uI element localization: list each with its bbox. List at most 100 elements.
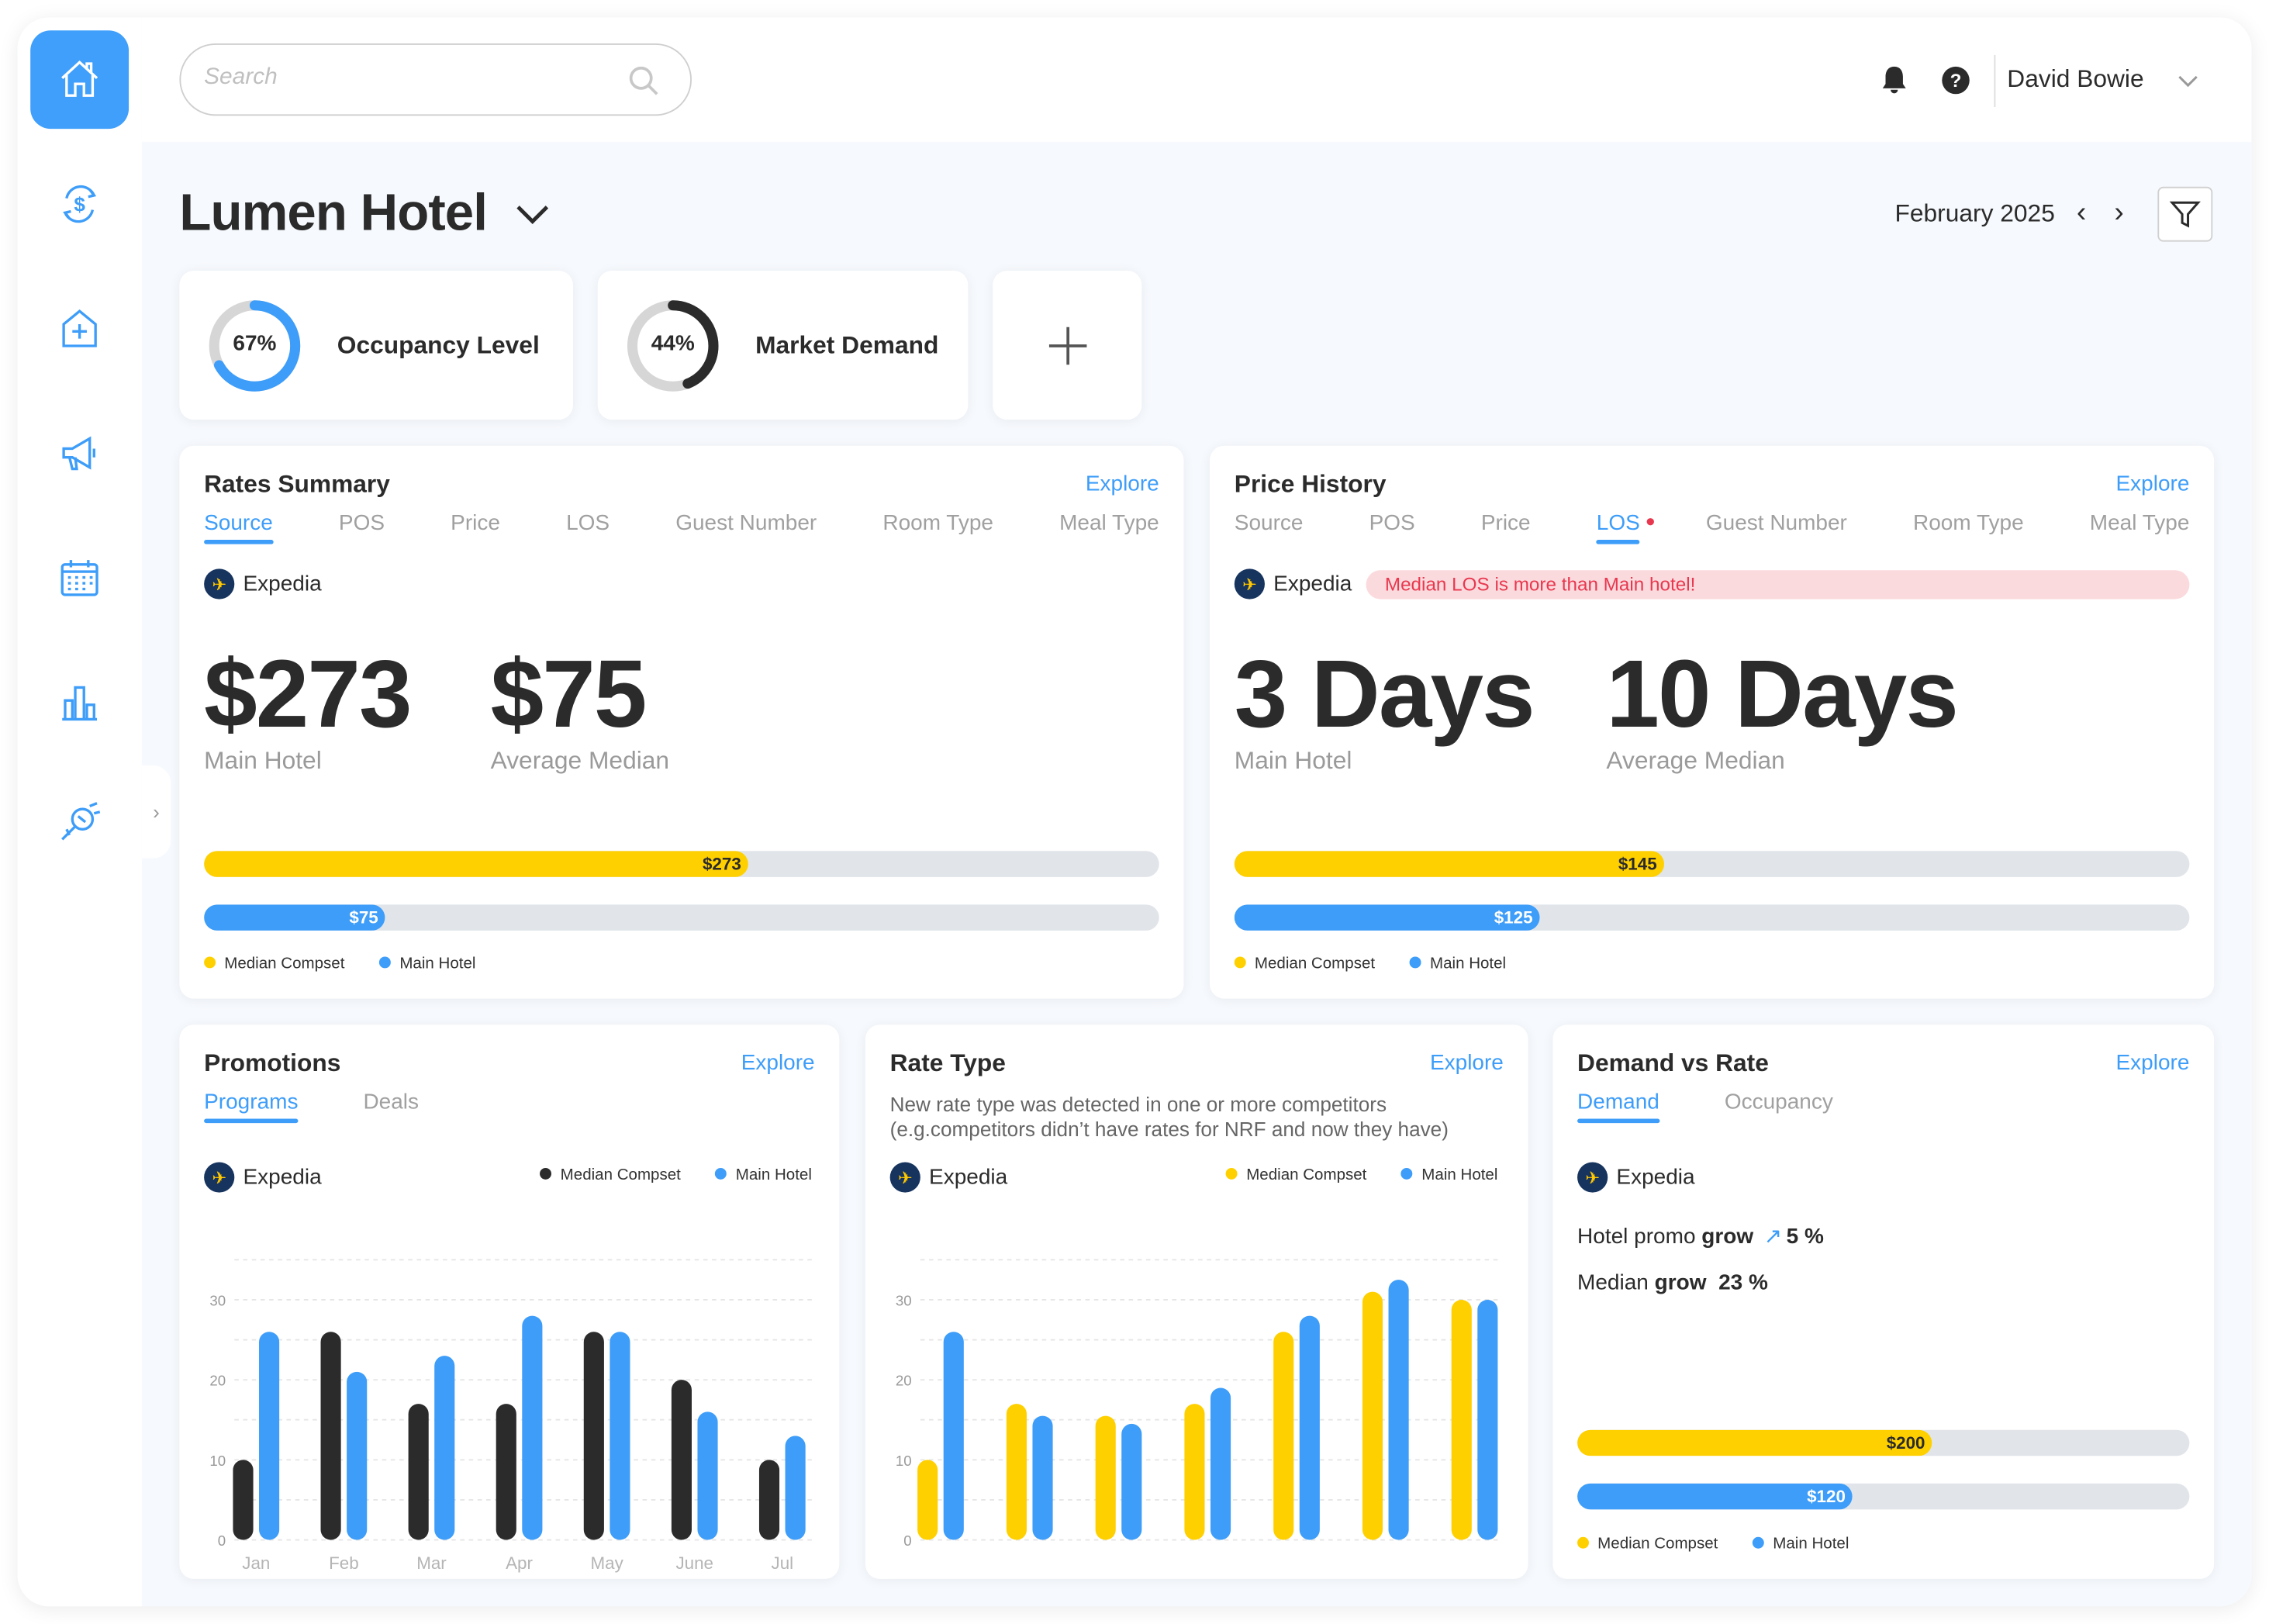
bar-median-compset[interactable] [671, 1380, 692, 1540]
alert-banner: Median LOS is more than Main hotel! [1366, 570, 2190, 599]
chart-legend: Median Compset Main Hotel [540, 1166, 812, 1183]
explore-link[interactable]: Explore [1429, 1050, 1504, 1076]
sidebar-item-market[interactable] [30, 772, 129, 871]
kpi-occupancy-card[interactable]: 67% Occupancy Level [179, 270, 573, 420]
bar-main-hotel[interactable] [1388, 1280, 1409, 1540]
bar-main-hotel[interactable] [259, 1332, 280, 1540]
sidebar-item-home[interactable] [30, 30, 130, 130]
legend-item: Main Hotel [1401, 1166, 1497, 1183]
source-name: Expedia [243, 572, 322, 596]
market-demand-value: 44% [651, 331, 695, 357]
legend-item: Median Compset [1577, 1536, 1718, 1553]
tab-occupancy[interactable]: Occupancy [1724, 1090, 1833, 1114]
bar-main-hotel[interactable] [347, 1371, 368, 1540]
prev-month-button[interactable]: ‹ [2076, 196, 2087, 229]
tab-source[interactable]: Source [1234, 510, 1304, 536]
bar-median-compset[interactable] [1184, 1404, 1205, 1540]
expedia-logo-icon: ✈ [204, 568, 235, 599]
sidebar-item-revenue[interactable]: $ [30, 155, 129, 254]
explore-link[interactable]: Explore [1085, 472, 1159, 497]
explore-link[interactable]: Explore [741, 1050, 815, 1076]
bar-main-hotel[interactable] [943, 1332, 964, 1540]
bar-main-hotel[interactable] [1477, 1299, 1498, 1540]
user-name[interactable]: David Bowie [2007, 64, 2144, 93]
bar-median-compset[interactable] [917, 1460, 938, 1540]
bar-main-hotel[interactable] [1121, 1423, 1142, 1540]
bar-main-hotel[interactable] [610, 1332, 630, 1540]
add-kpi-button[interactable] [993, 270, 1142, 420]
card-title: Price History [1234, 470, 1387, 498]
tab-price[interactable]: Price [1480, 510, 1531, 536]
bar-median-compset[interactable] [1095, 1415, 1116, 1540]
filter-button[interactable] [2157, 186, 2213, 242]
bar-main-hotel[interactable] [522, 1315, 543, 1540]
tab-meal-type[interactable]: Meal Type [2089, 510, 2190, 536]
y-tick-label: 10 [896, 1453, 912, 1469]
tab-room-type[interactable]: Room Type [1913, 510, 2024, 536]
legend-item: Median Compset [1234, 955, 1375, 973]
tab-room-type[interactable]: Room Type [882, 510, 993, 536]
sidebar-item-calendar[interactable] [30, 528, 129, 627]
explore-link[interactable]: Explore [2115, 1050, 2190, 1076]
occupancy-value: 67% [233, 331, 277, 357]
tab-pos[interactable]: POS [338, 510, 385, 536]
next-month-button[interactable]: › [2114, 196, 2124, 229]
bar-main-hotel[interactable] [1299, 1315, 1320, 1540]
bar-main-hotel[interactable] [434, 1356, 455, 1540]
sidebar-item-add-property[interactable] [30, 279, 129, 378]
chart-legend: Median Compset Main Hotel [1226, 1166, 1497, 1183]
bar-median-compset[interactable] [233, 1460, 254, 1540]
tab-guest-number[interactable]: Guest Number [675, 510, 817, 536]
bar-main-hotel[interactable] [1210, 1387, 1231, 1540]
main-hotel-rate: $273 [204, 639, 412, 747]
search-icon[interactable] [627, 64, 661, 98]
bar-median-compset[interactable] [1362, 1291, 1383, 1540]
bell-icon[interactable] [1878, 64, 1910, 95]
occupancy-label: Occupancy Level [337, 331, 540, 359]
page-title[interactable]: Lumen Hotel [179, 182, 488, 242]
kpi-market-demand-card[interactable]: 44% Market Demand [597, 270, 969, 420]
tab-pos[interactable]: POS [1369, 510, 1415, 536]
promotions-card: Promotions Explore Programs Deals ✈ Expedi… [179, 1025, 840, 1579]
source-label: ✈ Expedia [889, 1162, 1007, 1193]
legend-item: Median Compset [1226, 1166, 1366, 1183]
bar-median-compset[interactable] [408, 1404, 429, 1540]
sidebar-expand-button[interactable]: › [141, 765, 171, 859]
legend-item: Median Compset [540, 1166, 681, 1183]
bar-median-compset[interactable] [496, 1404, 516, 1540]
tab-programs[interactable]: Programs [204, 1090, 299, 1124]
promotions-tabs: Programs Deals [204, 1090, 814, 1124]
bar-main-hotel[interactable] [785, 1436, 806, 1540]
help-icon[interactable]: ? [1942, 66, 1970, 95]
bar-median-compset[interactable] [320, 1332, 341, 1540]
tab-los[interactable]: LOS [566, 510, 610, 536]
main-hotel-los: 3 Days [1234, 639, 1535, 747]
tab-los[interactable]: LOS [1596, 511, 1655, 544]
bar-median-compset[interactable] [583, 1332, 604, 1540]
bar-median-compset[interactable] [1006, 1404, 1027, 1540]
bar-median-compset[interactable] [1451, 1299, 1472, 1540]
tab-deals[interactable]: Deals [363, 1090, 420, 1114]
bar-median-compset[interactable] [1273, 1332, 1294, 1540]
bar-main-hotel[interactable] [697, 1411, 718, 1540]
y-tick-label: 0 [903, 1532, 911, 1549]
main-hotel-bar: $120 [1577, 1483, 2190, 1510]
bar-main-hotel[interactable] [1032, 1415, 1053, 1540]
hotel-dropdown-chevron-icon[interactable] [513, 201, 551, 227]
tab-demand[interactable]: Demand [1577, 1090, 1659, 1124]
average-median-rate: $75 [490, 639, 648, 747]
search-input[interactable]: Search [179, 43, 692, 116]
median-compset-bar-fill: $145 [1234, 851, 1665, 877]
sidebar-item-reports[interactable] [30, 653, 129, 752]
tab-price[interactable]: Price [451, 510, 500, 536]
sidebar-item-promotions[interactable] [30, 404, 129, 503]
filter-icon [2169, 201, 2201, 228]
chevron-down-icon[interactable] [2177, 72, 2200, 89]
explore-link[interactable]: Explore [2115, 472, 2190, 497]
tab-meal-type[interactable]: Meal Type [1059, 510, 1159, 536]
median-compset-bar-fill: $200 [1577, 1429, 1932, 1456]
tab-source[interactable]: Source [204, 511, 273, 544]
bar-median-compset[interactable] [758, 1460, 780, 1540]
tab-guest-number[interactable]: Guest Number [1705, 510, 1847, 536]
satellite-icon [61, 802, 101, 841]
